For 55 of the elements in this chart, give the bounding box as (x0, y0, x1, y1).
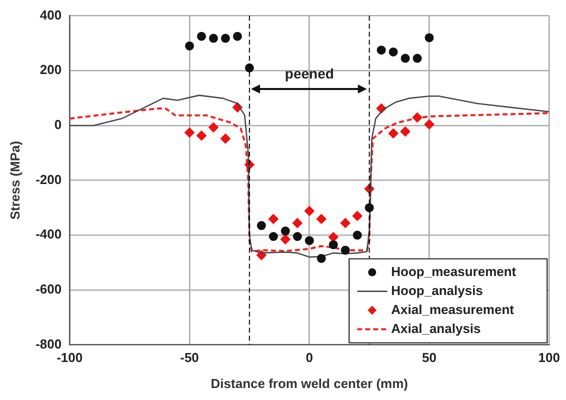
point (352, 210, 362, 221)
point (400, 54, 410, 63)
point (184, 128, 195, 138)
point (316, 254, 326, 263)
legend-label: Hoop_analysis (391, 282, 483, 298)
point (256, 221, 266, 230)
x-tick-label: 0 (306, 350, 314, 366)
legend-label: Axial_measurement (391, 302, 515, 317)
point (304, 236, 314, 246)
point (185, 41, 194, 50)
x-tick-label: 50 (422, 350, 437, 366)
point (412, 112, 422, 123)
point (328, 240, 338, 250)
x-axis-title: Distance from weld center (mm) (210, 376, 408, 391)
legend-label: Hoop_measurement (391, 264, 517, 279)
point (352, 230, 362, 240)
point (232, 32, 242, 41)
point (400, 126, 410, 136)
x-tick-label: -100 (56, 350, 83, 366)
y-tick-label: 0 (54, 117, 62, 132)
point (292, 232, 302, 242)
x-tick-label: 100 (538, 350, 560, 366)
point (328, 232, 338, 242)
point (220, 134, 230, 144)
point (388, 47, 398, 56)
point (292, 218, 302, 228)
y-tick-label: -800 (36, 336, 62, 352)
y-tick-label: -400 (36, 226, 62, 242)
point (376, 46, 386, 55)
point (340, 218, 350, 228)
point (388, 128, 398, 138)
x-tick-label: -50 (180, 350, 199, 366)
y-tick-label: -600 (36, 282, 62, 297)
point (280, 226, 290, 236)
point (196, 130, 206, 141)
legend-label: Axial_analysis (391, 320, 481, 336)
y-tick-label: 200 (40, 62, 62, 78)
point (412, 54, 422, 63)
point (196, 32, 206, 41)
point (208, 122, 218, 132)
point (268, 232, 278, 242)
point (280, 234, 290, 244)
point (304, 206, 314, 216)
annotation: peened (284, 65, 334, 82)
y-tick-label: -200 (36, 172, 62, 187)
point (268, 214, 278, 224)
point (316, 214, 326, 224)
point (208, 34, 218, 43)
point (244, 63, 254, 72)
point (424, 33, 434, 42)
point (220, 34, 230, 43)
point (340, 246, 350, 255)
y-axis-title: Stress (MPa) (7, 140, 22, 220)
point (424, 119, 434, 130)
y-tick-label: 400 (40, 7, 62, 22)
